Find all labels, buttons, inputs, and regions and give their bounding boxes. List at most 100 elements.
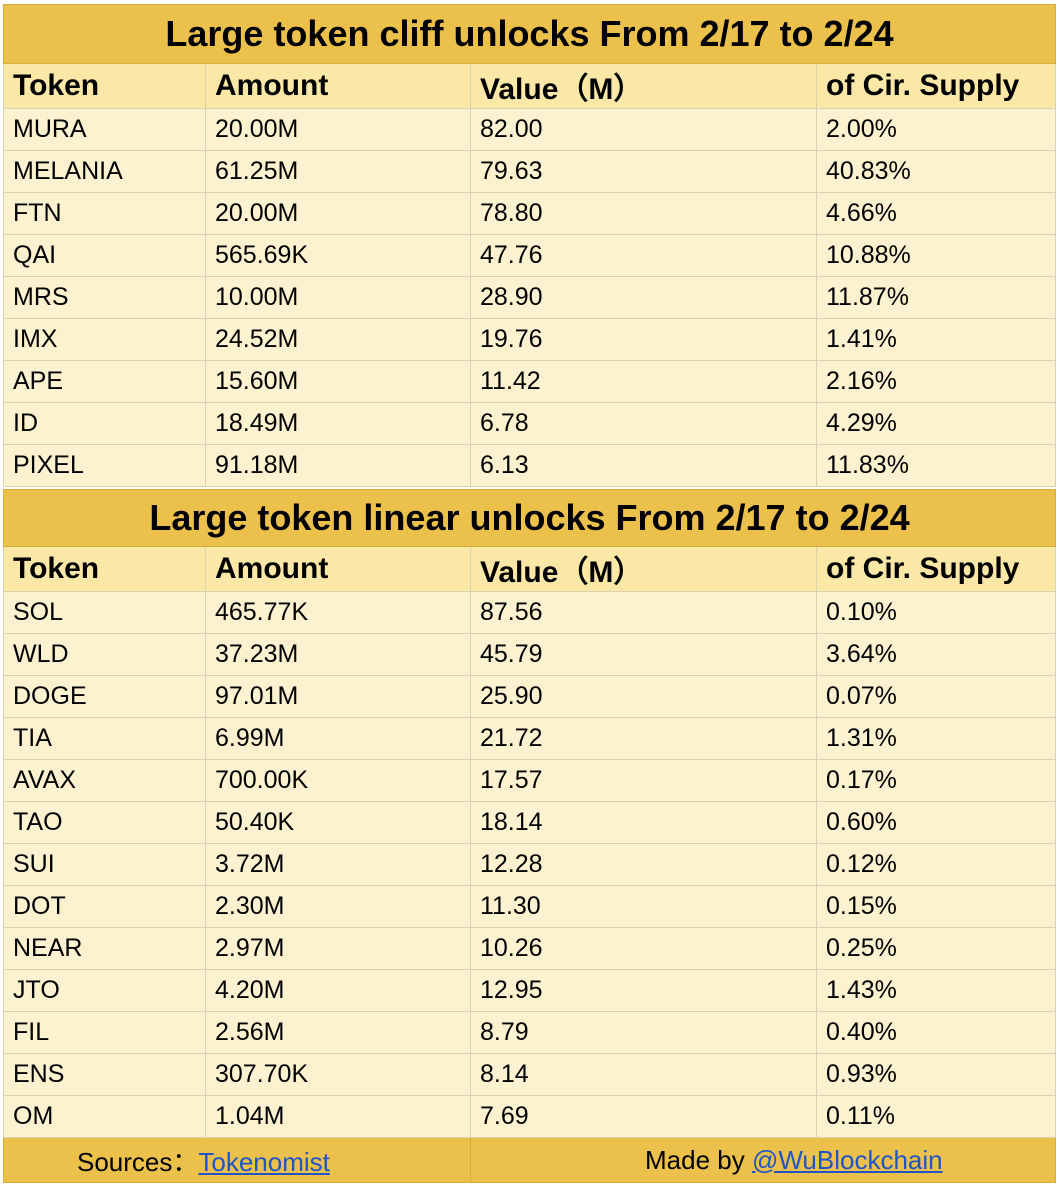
cell-amount: 61.25M <box>205 150 471 193</box>
cell-value: 12.95 <box>470 969 817 1012</box>
cell-value: 18.14 <box>470 801 817 844</box>
table-row: JTO 4.20M 12.95 1.43% <box>3 969 1057 1012</box>
cell-supply: 0.12% <box>815 843 1057 886</box>
table-row: DOT 2.30M 11.30 0.15% <box>3 885 1057 928</box>
cell-token: SUI <box>3 843 206 886</box>
table-row: ID 18.49M 6.78 4.29% <box>3 402 1057 445</box>
table-row: FIL 2.56M 8.79 0.40% <box>3 1011 1057 1054</box>
cell-value: 12.28 <box>470 843 817 886</box>
cell-supply: 10.88% <box>815 234 1057 277</box>
cell-token: MRS <box>3 276 206 319</box>
cell-token: PIXEL <box>3 444 206 487</box>
made-by-link[interactable]: @WuBlockchain <box>751 1144 943 1175</box>
cell-amount: 50.40K <box>205 801 471 844</box>
header-amount: Amount <box>205 546 471 592</box>
cell-amount: 97.01M <box>205 675 471 718</box>
table-row: DOGE 97.01M 25.90 0.07% <box>3 675 1057 718</box>
header-row: Token Amount Value（M） of Cir. Supply <box>3 546 1057 592</box>
linear-unlocks-table: Large token linear unlocks From 2/17 to … <box>2 489 1057 1183</box>
cell-token: FTN <box>3 192 206 235</box>
cell-value: 11.42 <box>470 360 817 403</box>
cliff-table-title: Large token cliff unlocks From 2/17 to 2… <box>2 4 1057 64</box>
cell-token: DOT <box>3 885 206 928</box>
cell-value: 10.26 <box>470 927 817 970</box>
cell-token: ID <box>3 402 206 445</box>
cell-value: 45.79 <box>470 633 817 676</box>
cell-value: 79.63 <box>470 150 817 193</box>
cell-amount: 37.23M <box>205 633 471 676</box>
table-row: AVAX 700.00K 17.57 0.17% <box>3 759 1057 802</box>
header-value: Value（M） <box>470 63 817 109</box>
sources-label: Sources： <box>77 1146 199 1177</box>
cell-token: AVAX <box>3 759 206 802</box>
cell-amount: 700.00K <box>205 759 471 802</box>
cell-amount: 4.20M <box>205 969 471 1012</box>
cell-value: 6.13 <box>470 444 817 487</box>
cell-supply: 0.11% <box>815 1095 1057 1138</box>
cell-supply: 1.41% <box>815 318 1057 361</box>
cell-value: 21.72 <box>470 717 817 760</box>
cell-amount: 2.56M <box>205 1011 471 1054</box>
cell-value: 19.76 <box>470 318 817 361</box>
cell-amount: 20.00M <box>205 192 471 235</box>
cell-supply: 11.87% <box>815 276 1057 319</box>
cell-token: SOL <box>3 591 206 634</box>
cell-value: 7.69 <box>470 1095 817 1138</box>
cell-amount: 1.04M <box>205 1095 471 1138</box>
cell-supply: 2.16% <box>815 360 1057 403</box>
cell-supply: 0.25% <box>815 927 1057 970</box>
table-row: QAI 565.69K 47.76 10.88% <box>3 234 1057 277</box>
cell-amount: 24.52M <box>205 318 471 361</box>
cell-token: APE <box>3 360 206 403</box>
header-row: Token Amount Value（M） of Cir. Supply <box>3 63 1057 109</box>
cell-token: DOGE <box>3 675 206 718</box>
cell-value: 82.00 <box>470 108 817 151</box>
cell-token: MURA <box>3 108 206 151</box>
header-token: Token <box>3 546 206 592</box>
cell-amount: 6.99M <box>205 717 471 760</box>
cell-token: OM <box>3 1095 206 1138</box>
cell-amount: 565.69K <box>205 234 471 277</box>
cell-amount: 2.30M <box>205 885 471 928</box>
table-row: ENS 307.70K 8.14 0.93% <box>3 1053 1057 1096</box>
cliff-unlocks-table: Large token cliff unlocks From 2/17 to 2… <box>2 4 1057 487</box>
cell-value: 8.14 <box>470 1053 817 1096</box>
cell-value: 25.90 <box>470 675 817 718</box>
cell-value: 11.30 <box>470 885 817 928</box>
table-row: IMX 24.52M 19.76 1.41% <box>3 318 1057 361</box>
cell-supply: 2.00% <box>815 108 1057 151</box>
table-row: MELANIA 61.25M 79.63 40.83% <box>3 150 1057 193</box>
cell-token: TIA <box>3 717 206 760</box>
cell-token: NEAR <box>3 927 206 970</box>
cell-supply: 0.10% <box>815 591 1057 634</box>
cell-amount: 307.70K <box>205 1053 471 1096</box>
cell-supply: 11.83% <box>815 444 1057 487</box>
table-row: TAO 50.40K 18.14 0.60% <box>3 801 1057 844</box>
cell-supply: 0.60% <box>815 801 1057 844</box>
sources-link[interactable]: Tokenomist <box>198 1146 330 1177</box>
cell-token: JTO <box>3 969 206 1012</box>
table-row: WLD 37.23M 45.79 3.64% <box>3 633 1057 676</box>
header-value: Value（M） <box>470 546 817 592</box>
cell-token: MELANIA <box>3 150 206 193</box>
cell-value: 6.78 <box>470 402 817 445</box>
cell-supply: 3.64% <box>815 633 1057 676</box>
linear-table-title: Large token linear unlocks From 2/17 to … <box>2 489 1057 547</box>
table-row: PIXEL 91.18M 6.13 11.83% <box>3 444 1057 487</box>
cell-value: 87.56 <box>470 591 817 634</box>
made-by-label: Made by <box>645 1144 752 1175</box>
sources-cell: Sources：Tokenomist <box>3 1137 471 1183</box>
cell-supply: 1.31% <box>815 717 1057 760</box>
cell-supply: 1.43% <box>815 969 1057 1012</box>
cell-supply: 4.66% <box>815 192 1057 235</box>
cell-amount: 91.18M <box>205 444 471 487</box>
made-by-cell: Made by @WuBlockchain <box>469 1137 1057 1183</box>
header-amount: Amount <box>205 63 471 109</box>
header-token: Token <box>3 63 206 109</box>
table-row: TIA 6.99M 21.72 1.31% <box>3 717 1057 760</box>
cell-supply: 40.83% <box>815 150 1057 193</box>
cell-token: TAO <box>3 801 206 844</box>
cell-value: 8.79 <box>470 1011 817 1054</box>
cell-supply: 0.40% <box>815 1011 1057 1054</box>
cell-value: 28.90 <box>470 276 817 319</box>
